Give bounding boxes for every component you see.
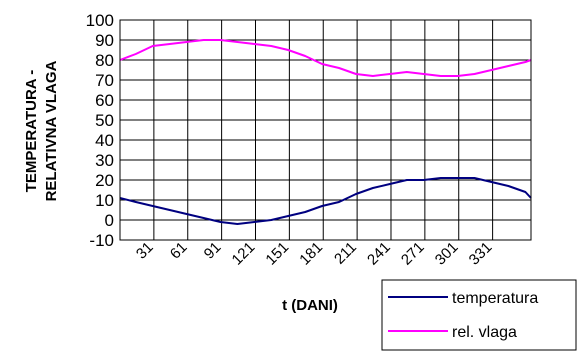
series-line-1 <box>119 39 532 77</box>
y-tick-label: 90 <box>95 31 114 50</box>
x-tick-label: 91 <box>201 239 225 263</box>
x-tick-label: 31 <box>133 239 157 263</box>
x-tick-label: 271 <box>398 239 428 269</box>
y-tick-label: 30 <box>95 151 114 170</box>
y-axis-title-line1: TEMPERATURA - <box>23 70 40 193</box>
legend-label-rel-vlaga: rel. vlaga <box>452 324 517 341</box>
x-tick-label: 211 <box>331 239 360 268</box>
x-axis-title: t (DANI) <box>282 297 338 314</box>
x-tick-label: 61 <box>167 239 191 263</box>
x-tick-label: 181 <box>296 239 326 269</box>
y-tick-label: -10 <box>89 231 114 250</box>
x-tick-label: 121 <box>229 239 259 269</box>
x-tick-label: 151 <box>262 239 292 269</box>
y-tick-label: 100 <box>86 11 114 30</box>
y-tick-label: 50 <box>95 111 114 130</box>
y-tick-label: 80 <box>95 51 114 70</box>
y-tick-label: 10 <box>95 191 114 210</box>
series-line-0 <box>119 177 532 225</box>
x-tick-label: 301 <box>432 239 462 269</box>
x-tick-label: 331 <box>466 239 496 269</box>
y-axis-title-line2: RELATIVNA VLAGA <box>43 60 60 201</box>
y-tick-label: 70 <box>95 71 114 90</box>
series-layer <box>119 39 532 225</box>
y-tick-label: 0 <box>105 211 114 230</box>
legend-label-temperatura: temperatura <box>452 290 538 307</box>
y-tick-label: 20 <box>95 171 114 190</box>
y-tick-label: 40 <box>95 131 114 150</box>
x-tick-labels: 31 61 91 121 151 181 211 241 271 301 331 <box>133 239 496 269</box>
plot-area <box>120 20 531 240</box>
x-tick-label: 241 <box>364 239 394 269</box>
plot-frame <box>119 19 532 241</box>
y-tick-label: 60 <box>95 91 114 110</box>
legend: temperatura rel. vlaga <box>381 279 577 351</box>
legend-box <box>381 279 577 351</box>
